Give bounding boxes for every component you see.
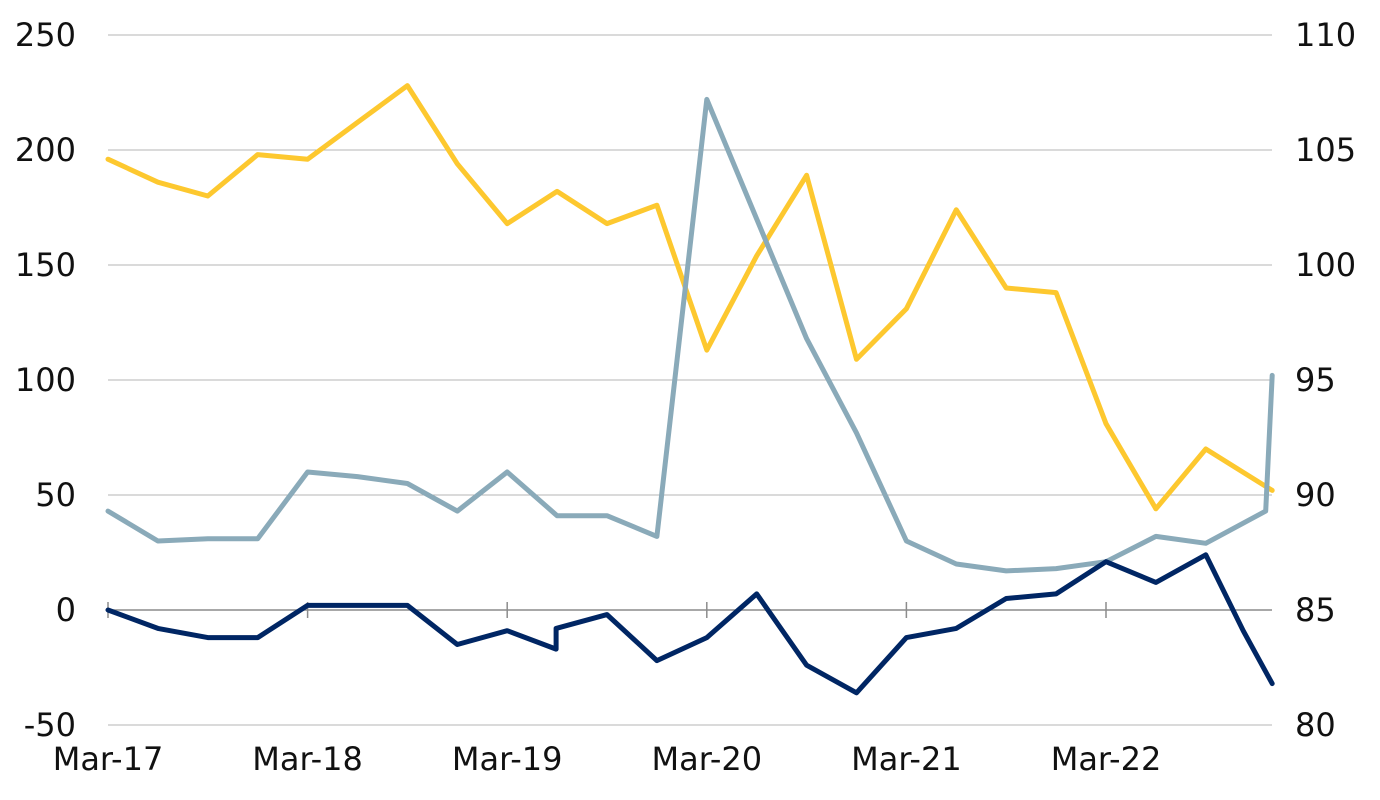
series-line-3 — [105, 552, 1275, 696]
left-y-tick-label: 0 — [56, 591, 76, 629]
right-y-tick-label: 105 — [1295, 131, 1356, 169]
right-y-tick-label: 100 — [1295, 246, 1356, 284]
left-y-tick-label: 250 — [15, 16, 76, 54]
x-tick-label: Mar-21 — [851, 740, 962, 778]
x-tick-label: Mar-22 — [1051, 740, 1162, 778]
series-line-1 — [105, 83, 1275, 512]
right-y-tick-label: 85 — [1295, 591, 1336, 629]
right-y-axis-ticks: 80 85 90 95 100 105 110 — [1295, 16, 1356, 744]
right-y-tick-label: 110 — [1295, 16, 1356, 54]
right-y-tick-label: 95 — [1295, 361, 1336, 399]
x-axis-ticks: Mar-17 Mar-18 Mar-19 Mar-20 Mar-21 Mar-22 — [53, 740, 1162, 778]
x-tick-label: Mar-19 — [452, 740, 563, 778]
left-y-axis-ticks: -50 0 50 100 150 200 250 — [15, 16, 76, 744]
series-lines — [105, 83, 1275, 696]
x-tick-label: Mar-20 — [652, 740, 763, 778]
left-y-tick-label: 200 — [15, 131, 76, 169]
left-y-tick-label: 100 — [15, 361, 76, 399]
series-line-2 — [105, 96, 1275, 574]
x-tick-label: Mar-18 — [252, 740, 363, 778]
left-y-tick-label: 150 — [15, 246, 76, 284]
left-y-tick-label: 50 — [35, 476, 76, 514]
x-axis — [107, 602, 1272, 618]
right-y-tick-label: 80 — [1295, 706, 1336, 744]
x-tick-label: Mar-17 — [53, 740, 164, 778]
gridlines — [108, 34, 1272, 726]
left-y-tick-label: -50 — [24, 706, 76, 744]
right-y-tick-label: 90 — [1295, 476, 1336, 514]
